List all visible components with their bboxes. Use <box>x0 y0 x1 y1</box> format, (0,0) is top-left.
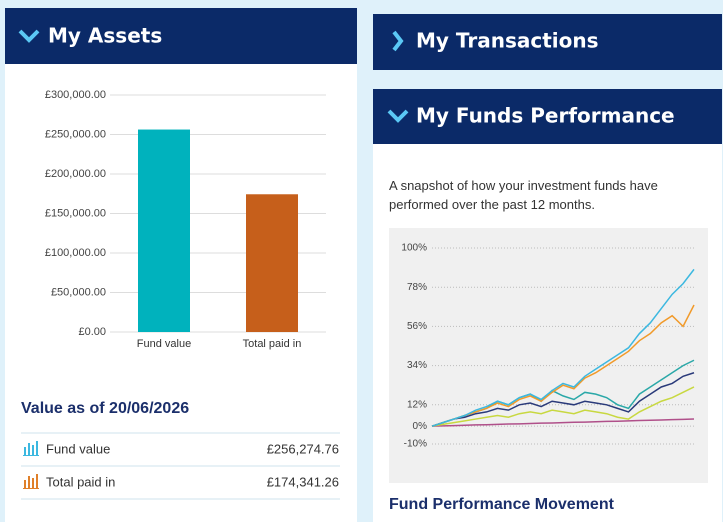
row-label: Total paid in <box>46 474 115 489</box>
row-value: £256,274.76 <box>267 441 339 456</box>
x-tick-label: Total paid in <box>243 338 302 350</box>
chevron-down <box>387 109 409 123</box>
y-tick-label: £150,000.00 <box>45 207 106 219</box>
paid-icon <box>23 474 39 489</box>
series-line <box>431 372 695 427</box>
performance-footer: Fund Performance Movement <box>389 496 615 513</box>
performance-title: My Funds Performance <box>416 104 675 128</box>
transactions-title: My Transactions <box>416 29 599 53</box>
y-tick-label: £0.00 <box>78 326 106 338</box>
assets-header[interactable] <box>5 8 357 64</box>
chevron-right <box>392 30 404 52</box>
x-tick-label: Fund value <box>137 338 191 350</box>
chevron-down <box>18 29 40 43</box>
y-tick-label: 78% <box>407 282 427 293</box>
series-line <box>431 418 695 427</box>
y-tick-label: 34% <box>407 360 427 371</box>
y-tick-label: £300,000.00 <box>45 89 106 101</box>
line-chart-bg <box>389 228 708 483</box>
assets-title: My Assets <box>48 24 162 48</box>
value-heading: Value as of 20/06/2026 <box>21 400 189 417</box>
y-tick-label: £100,000.00 <box>45 247 106 259</box>
bar <box>246 194 298 332</box>
row-value: £174,341.26 <box>267 474 339 489</box>
series-line <box>431 386 695 427</box>
y-tick-label: 12% <box>407 399 427 410</box>
y-tick-label: 100% <box>401 243 427 254</box>
row-label: Fund value <box>46 441 110 456</box>
bar <box>138 129 190 332</box>
series-line <box>431 268 695 427</box>
y-tick-label: £200,000.00 <box>45 168 106 180</box>
series-line <box>431 304 695 427</box>
fund-icon <box>23 441 39 456</box>
y-tick-label: 0% <box>413 421 428 432</box>
performance-description: A snapshot of how your investment funds … <box>389 178 658 212</box>
y-tick-label: £50,000.00 <box>51 286 106 298</box>
transactions-header[interactable] <box>373 14 722 70</box>
performance-header[interactable] <box>373 89 722 144</box>
y-tick-label: -10% <box>404 439 427 450</box>
y-tick-label: £250,000.00 <box>45 128 106 140</box>
y-tick-label: 56% <box>407 321 427 332</box>
